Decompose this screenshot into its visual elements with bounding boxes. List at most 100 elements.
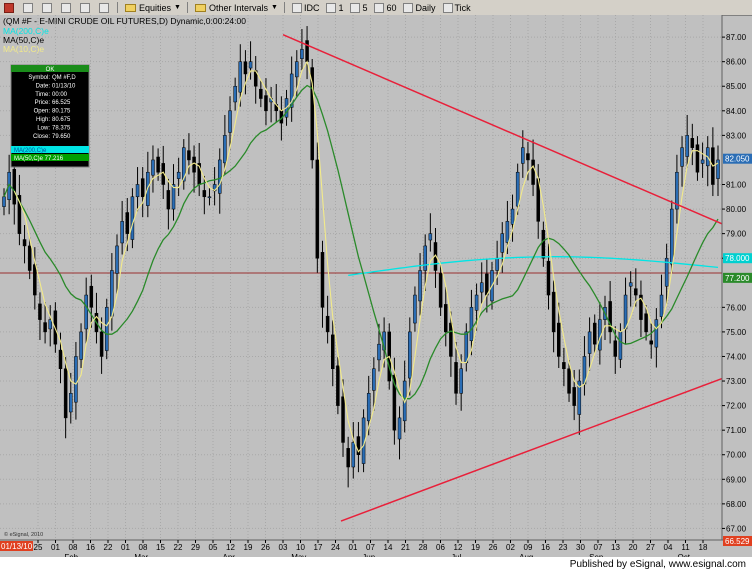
x-tick-label: 26 [261, 543, 270, 552]
footer: Published by eSignal, www.esignal.com [0, 557, 752, 572]
candle-body [110, 270, 114, 317]
x-tick-label: 16 [86, 543, 95, 552]
print-icon-button[interactable] [39, 1, 57, 14]
x-tick-label: 12 [454, 543, 463, 552]
x-tick-label: 27 [646, 543, 655, 552]
grid-icon-button[interactable] [96, 1, 114, 14]
x-tick-label: 19 [244, 543, 253, 552]
x-tick-label: 17 [314, 543, 323, 552]
candle-body [613, 340, 618, 357]
candle-body [562, 362, 566, 370]
candle-body [351, 442, 356, 468]
candle-body [223, 135, 227, 164]
candle-body [89, 285, 94, 308]
candle-body [505, 221, 510, 243]
candle-body [33, 264, 37, 296]
time-axis[interactable]: 25 01 08 16 22 01 08 15 22 29 05 12 19 26 03 10 17 24 01 07… [34, 540, 708, 562]
window-icon [4, 2, 14, 13]
ma10-legend: MA(10,C)e [3, 44, 44, 54]
x-tick-label: 23 [559, 543, 568, 552]
candle-body [125, 212, 130, 234]
link-icon-button[interactable] [20, 1, 38, 14]
x-tick-label: 15 [156, 543, 165, 552]
table-icon-button[interactable] [58, 1, 76, 14]
y-tick-label: 74.00 [726, 352, 747, 361]
x-tick-label: 03 [279, 543, 288, 552]
x-tick-label: 01 [51, 543, 60, 552]
ma50-legend: MA(50,C)e [3, 35, 44, 45]
candle-body [104, 307, 109, 351]
other-intervals-dropdown[interactable]: Other Intervals ▼ [192, 1, 281, 14]
x-tick-label: 18 [699, 543, 708, 552]
candle-body [577, 380, 582, 415]
candle-body [628, 282, 633, 287]
candle-body [592, 322, 597, 345]
candle-body [140, 178, 145, 198]
candle-body [469, 307, 474, 341]
data-window-row-label: Low: [37, 125, 50, 131]
interval-button-daily[interactable]: Daily [400, 1, 438, 14]
candle-body [84, 294, 88, 330]
candle-body [438, 273, 443, 308]
upper-trendline[interactable] [282, 33, 723, 225]
lower-trendline[interactable] [340, 377, 723, 522]
candle-body [521, 147, 525, 164]
candle-body [171, 184, 176, 210]
interval-button-1[interactable]: 1 [323, 1, 346, 14]
x-tick-label: 01 [121, 543, 130, 552]
grid-icon [99, 2, 109, 13]
grid [0, 15, 722, 540]
interval-button-5[interactable]: 5 [347, 1, 370, 14]
x-tick-label: 09 [524, 543, 533, 552]
price-chart[interactable]: 67.00 68.00 69.00 70.00 71.00 72.00 73.00 74.00… [0, 15, 752, 562]
cross-icon-button[interactable] [77, 1, 95, 14]
x-tick-label: 08 [69, 543, 78, 552]
bottom-price-label: 66.529 [725, 537, 750, 546]
data-window-header [11, 65, 89, 72]
candle-body [187, 150, 191, 161]
candle-body [464, 331, 469, 364]
candle-body [659, 294, 664, 317]
x-tick-label: 01 [349, 543, 358, 552]
data-window-row-value: 79.650 [52, 134, 71, 140]
candle-body [295, 61, 299, 78]
toolbar-divider [283, 2, 285, 13]
candle-body [700, 159, 705, 164]
data-window-row-value: 80.175 [52, 109, 71, 115]
data-window-ma200-row [11, 146, 89, 153]
chevron-down-icon: ▼ [174, 4, 181, 11]
candle-body [680, 147, 684, 167]
window-icon-button[interactable] [1, 1, 19, 14]
candle-body [649, 340, 653, 345]
candle-body [567, 368, 571, 394]
candle-body [217, 159, 222, 194]
candle-body [664, 257, 669, 287]
last-price-label: 82.050 [725, 155, 750, 164]
interval-label: Tick [454, 2, 471, 13]
candle-body [587, 331, 592, 354]
price-axis[interactable]: 67.00 68.00 69.00 70.00 71.00 72.00 73.00 74.00… [722, 33, 747, 533]
equities-dropdown[interactable]: Equities ▼ [122, 1, 184, 14]
data-window-ma50-row [11, 154, 89, 161]
candle-body [22, 239, 27, 247]
candle-body [63, 368, 68, 419]
y-tick-label: 73.00 [726, 377, 747, 386]
interval-button-idc[interactable]: IDC [289, 1, 323, 14]
candle-body [526, 153, 530, 161]
clock-icon [326, 2, 337, 13]
candle-body [48, 319, 52, 330]
candle-body [557, 322, 561, 357]
candle-body [151, 159, 155, 176]
interval-button-60[interactable]: 60 [371, 1, 399, 14]
chevron-down-icon: ▼ [271, 4, 278, 11]
interval-button-tick[interactable]: Tick [440, 1, 474, 14]
candle-body [17, 195, 22, 234]
toolbar-divider [186, 2, 188, 13]
candle-body [69, 393, 73, 413]
y-tick-label: 69.00 [726, 475, 747, 484]
candle-body [531, 159, 535, 185]
candle-body [479, 282, 484, 293]
candle-body [372, 368, 376, 391]
chart-area[interactable]: 67.00 68.00 69.00 70.00 71.00 72.00 73.00 74.00… [0, 15, 752, 562]
